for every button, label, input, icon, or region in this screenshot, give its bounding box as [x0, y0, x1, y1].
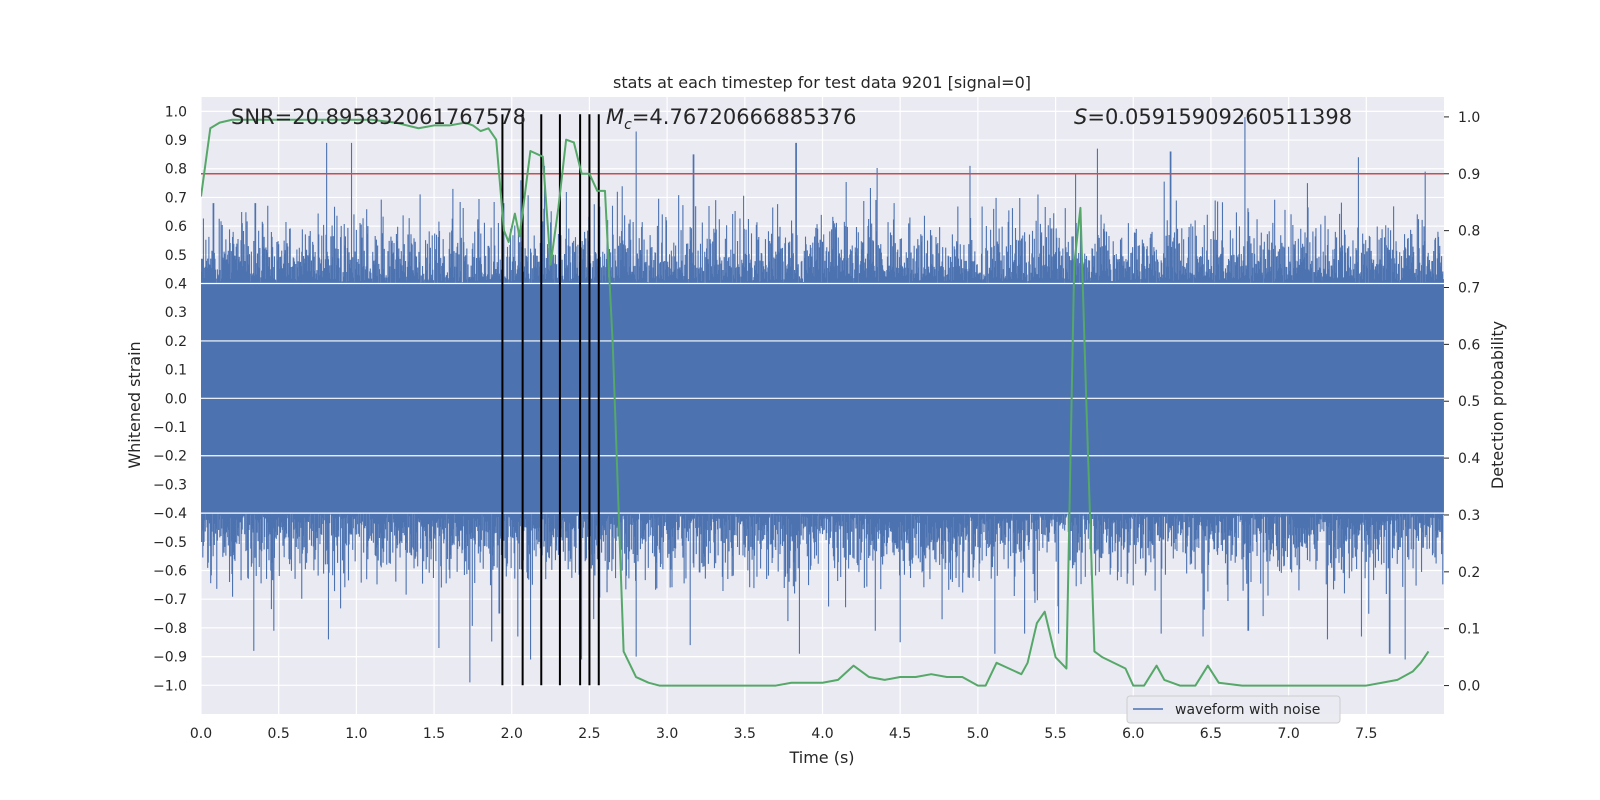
y-tick-label: −0.3 — [153, 477, 187, 493]
x-tick-label: 6.0 — [1122, 726, 1144, 742]
probability-series — [201, 118, 1430, 687]
legend-box — [1126, 695, 1341, 724]
x-tick-label: 7.5 — [1355, 726, 1377, 742]
x-axis-label: Time (s) — [788, 748, 854, 767]
x-tick-label: 2.5 — [578, 726, 600, 742]
y-tick-label: −0.9 — [153, 650, 187, 666]
x-tick-label: 1.5 — [423, 726, 445, 742]
y-ticks: 1.0 0.9 0.8 0.7 0.6 0.5 0.4 0.3 0.2 0.1 0.0 −0.1 −0.… — [153, 104, 187, 694]
s-value: =0.05915909260511398 — [1087, 105, 1352, 129]
y2-tick-label: 0.9 — [1458, 167, 1480, 183]
chirp-mass-subscript: c — [624, 117, 632, 133]
y2-tick-label: 0.3 — [1458, 508, 1480, 524]
y2-axis-label: Detection probability — [1488, 321, 1507, 489]
y-tick-label: −0.2 — [153, 449, 187, 465]
x-ticks: 0.0 0.5 1.0 1.5 2.0 2.5 3.0 3.5 4.0 4.5 5.0 5.5 6.0 6… — [190, 726, 1378, 742]
x-tick-label: 4.0 — [811, 726, 833, 742]
x-tick-label: 0.0 — [190, 726, 212, 742]
x-tick-label: 4.5 — [889, 726, 911, 742]
chirp-mass-symbol: M — [606, 105, 624, 129]
event-lines — [501, 114, 600, 686]
s-symbol: S — [1074, 105, 1087, 129]
y-tick-label: 0.5 — [165, 248, 187, 264]
y-tick-label: 0.8 — [165, 162, 187, 178]
y-tick-label: 0.7 — [165, 190, 187, 206]
chart-title: stats at each timestep for test data 920… — [613, 73, 1031, 92]
y-tick-label: 0.3 — [165, 305, 187, 321]
x-tick-label: 1.0 — [345, 726, 367, 742]
y-tick-label: 0.1 — [165, 363, 187, 379]
x-tick-label: 5.0 — [967, 726, 989, 742]
y-tick-label: −1.0 — [153, 678, 187, 694]
chirp-mass-value: =4.76720666885376 — [632, 105, 857, 129]
x-tick-label: 6.5 — [1200, 726, 1222, 742]
x-tick-label: 2.0 — [501, 726, 523, 742]
y2-tick-label: 0.1 — [1458, 622, 1480, 638]
y-tick-label: 0.4 — [165, 277, 187, 293]
x-tick-label: 5.5 — [1044, 726, 1066, 742]
y2-tick-label: 0.4 — [1458, 451, 1480, 467]
s-annotation: S=0.05915909260511398 — [1074, 105, 1352, 129]
y2-tick-label: 0.6 — [1458, 337, 1480, 353]
x-tick-label: 3.5 — [734, 726, 756, 742]
y-tick-label: 0.6 — [165, 219, 187, 235]
probability-line — [201, 118, 1430, 687]
y-tick-label: 1.0 — [165, 104, 187, 120]
snr-annotation: SNR=20.895832061767578 — [231, 105, 526, 129]
x-tick-label: 0.5 — [268, 726, 290, 742]
y-tick-label: 0.9 — [165, 133, 187, 149]
y-tick-label: −0.5 — [153, 535, 187, 551]
y-tick-label: −0.7 — [153, 592, 187, 608]
legend: waveform with noise — [1126, 695, 1341, 724]
y-axis-label: Whitened strain — [125, 341, 144, 468]
y2-tick-label: 0.7 — [1458, 281, 1480, 297]
x-tick-label: 3.0 — [656, 726, 678, 742]
y-tick-label: −0.8 — [153, 621, 187, 637]
y2-tick-label: 0.5 — [1458, 394, 1480, 410]
y-tick-label: −0.1 — [153, 420, 187, 436]
legend-label: waveform with noise — [1175, 702, 1320, 718]
y2-ticks: 1.0 0.9 0.8 0.7 0.6 0.5 0.4 0.3 0.2 0.1 0.0 — [1444, 110, 1480, 695]
y-tick-label: 0.2 — [165, 334, 187, 350]
x-tick-label: 7.0 — [1277, 726, 1299, 742]
y2-tick-label: 0.8 — [1458, 224, 1480, 240]
chirp-mass-annotation: Mc=4.76720666885376 — [606, 105, 857, 133]
y-tick-label: −0.6 — [153, 564, 187, 580]
y2-tick-label: 1.0 — [1458, 110, 1480, 126]
y-tick-label: 0.0 — [165, 391, 187, 407]
y2-tick-label: 0.0 — [1458, 679, 1480, 695]
y-tick-label: −0.4 — [153, 506, 187, 522]
y2-tick-label: 0.2 — [1458, 565, 1480, 581]
